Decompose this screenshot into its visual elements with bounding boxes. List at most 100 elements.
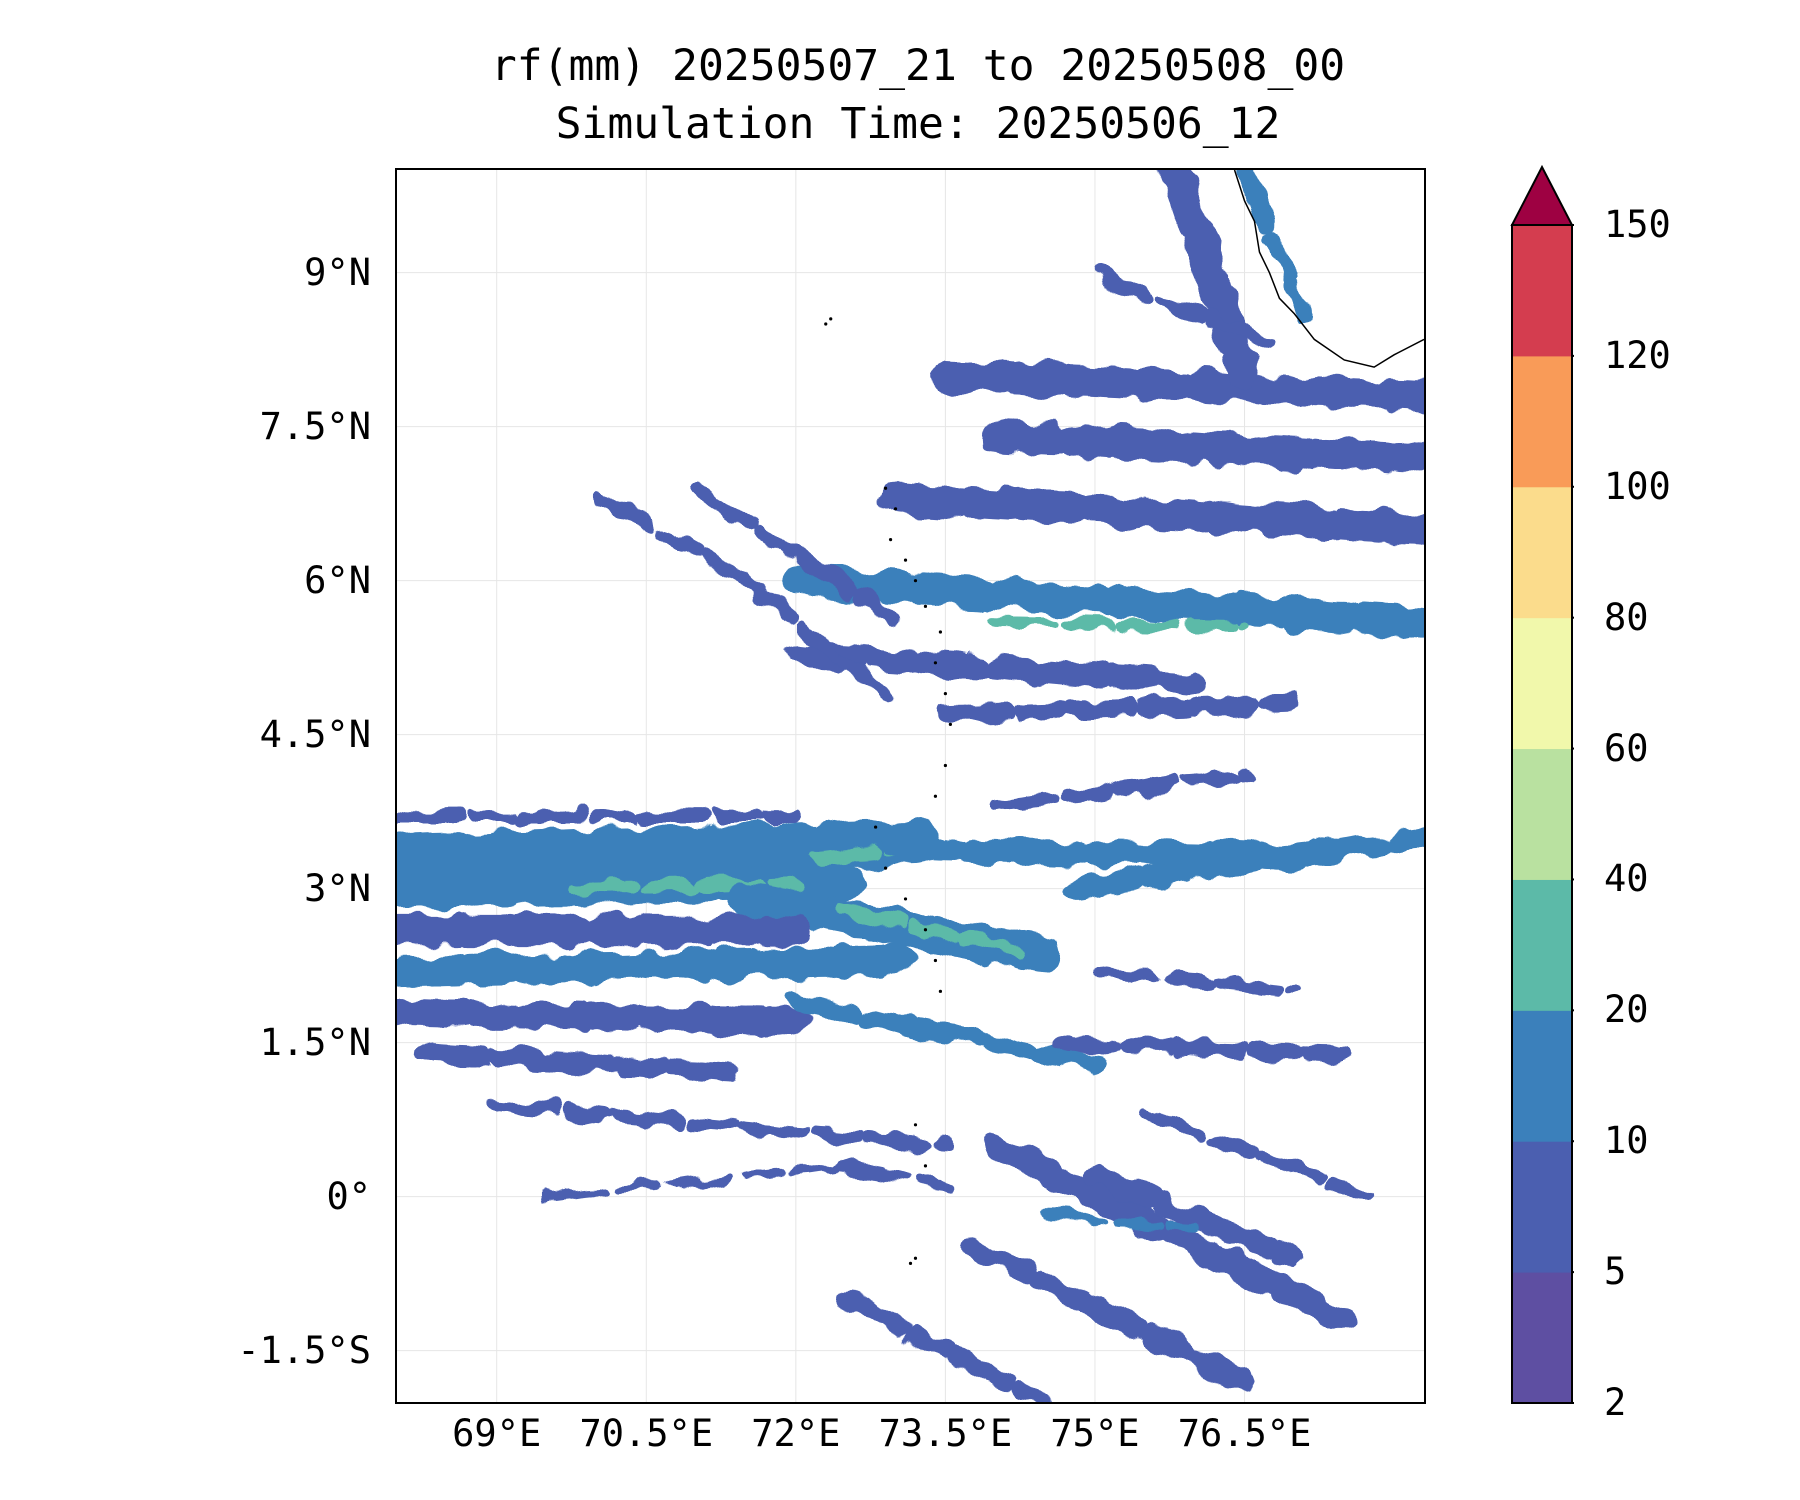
rain-band-13 xyxy=(490,1098,952,1152)
rain-band-11 xyxy=(786,992,1105,1073)
island-dot-8 xyxy=(943,692,947,696)
rain-band-14 xyxy=(542,1161,850,1201)
rain-band-27 xyxy=(590,492,753,587)
island-dot-20 xyxy=(908,1261,913,1265)
lon-tick-label: 75°E xyxy=(1050,1412,1140,1455)
colorbar-extend-arrow xyxy=(1510,165,1574,226)
colorbar-level-label: 2 xyxy=(1604,1381,1627,1424)
island-dot-17 xyxy=(938,989,943,993)
island-dot-4 xyxy=(913,579,918,583)
rain-band-25 xyxy=(937,696,1303,722)
island-dot-16 xyxy=(933,958,938,963)
rain-band-20 xyxy=(990,616,1250,633)
rain-band-21 xyxy=(880,483,1424,545)
rain-band-15 xyxy=(1047,1034,1352,1061)
colorbar-segment-7 xyxy=(1512,355,1572,488)
rain-band-19 xyxy=(780,565,1424,638)
coastline xyxy=(824,170,1424,1265)
colorbar-level-label: 80 xyxy=(1604,595,1649,639)
rain-band-0 xyxy=(397,819,939,881)
map-panel xyxy=(395,168,1426,1404)
lon-tick-label: 72°E xyxy=(751,1412,841,1455)
rain-band-34 xyxy=(1084,1165,1305,1269)
rain-band-37 xyxy=(1138,1108,1381,1203)
rain-band-16 xyxy=(1088,964,1301,998)
island-dot-18 xyxy=(913,1123,918,1127)
island-dot-6 xyxy=(938,630,943,634)
rain-band-33 xyxy=(982,1132,1358,1333)
rain-band-10 xyxy=(397,999,809,1035)
island-dot-5 xyxy=(923,604,928,608)
rain-band-23 xyxy=(929,359,1424,412)
rain-band-22 xyxy=(979,421,1424,473)
colorbar-level-label: 150 xyxy=(1604,203,1671,246)
rain-band-35 xyxy=(965,1237,1255,1392)
island-dot-12 xyxy=(874,825,878,829)
colorbar-level-label: 10 xyxy=(1604,1119,1649,1163)
rain-band-31 xyxy=(1088,266,1281,351)
colorbar-level-label: 120 xyxy=(1604,333,1671,377)
colorbar-segment-8 xyxy=(1512,225,1572,357)
colorbar-segment-2 xyxy=(1512,1010,1572,1142)
colorbar-level-label: 40 xyxy=(1604,857,1649,901)
colorbar-level-label: 100 xyxy=(1604,464,1671,508)
lat-tick-label: 9°N xyxy=(304,250,371,294)
lat-tick-label: -1.5°S xyxy=(237,1328,371,1372)
lon-tick-label: 69°E xyxy=(452,1412,542,1455)
colorbar-level-label: 20 xyxy=(1604,988,1649,1032)
rain-band-29 xyxy=(1159,170,1260,391)
india-coastline xyxy=(1233,170,1424,368)
lon-tick-label: 70.5°E xyxy=(579,1412,714,1455)
lon-tick-label: 76.5°E xyxy=(1177,1412,1312,1455)
colorbar xyxy=(1510,165,1574,1404)
rain-band-36 xyxy=(837,1291,1053,1402)
rain-band-17 xyxy=(989,769,1251,813)
colorbar-level-label: 60 xyxy=(1604,726,1649,770)
island-dot-7 xyxy=(933,661,938,665)
island-dot-13 xyxy=(883,866,888,870)
rainfall-contours xyxy=(397,170,1424,1402)
rain-band-12 xyxy=(417,1043,756,1083)
lon-tick-label: 73.5°E xyxy=(878,1412,1013,1455)
rain-band-28 xyxy=(739,574,902,711)
map-title-line-1: rf(mm) 20250507_21 to 20250508_00 xyxy=(490,41,1346,91)
rain-band-32 xyxy=(840,1160,951,1192)
island-dot-0 xyxy=(883,486,888,490)
colorbar-level-label: 5 xyxy=(1604,1250,1627,1294)
island-dot-22 xyxy=(824,322,828,326)
lat-tick-label: 0° xyxy=(326,1174,371,1218)
gridlines xyxy=(397,170,1424,1402)
lat-tick-label: 6°N xyxy=(304,558,371,602)
island-dot-23 xyxy=(829,317,833,321)
island-dot-14 xyxy=(903,897,908,901)
colorbar-segment-5 xyxy=(1512,617,1572,750)
lat-tick-label: 3°N xyxy=(304,866,371,910)
island-dot-11 xyxy=(933,794,938,798)
lat-tick-label: 7.5°N xyxy=(259,404,371,448)
colorbar-segment-0 xyxy=(1512,1272,1572,1404)
rain-band-8 xyxy=(397,945,911,987)
rain-band-24 xyxy=(784,641,1206,695)
rain-band-5 xyxy=(839,903,1022,957)
lat-tick-label: 1.5°N xyxy=(259,1020,371,1064)
rain-band-7 xyxy=(1064,827,1424,899)
island-dot-15 xyxy=(923,928,928,932)
colorbar-segment-3 xyxy=(1512,879,1572,1011)
colorbar-segment-4 xyxy=(1512,748,1572,880)
island-dot-19 xyxy=(923,1164,928,1168)
rain-band-38 xyxy=(1041,1213,1199,1232)
rain-band-26 xyxy=(688,480,904,630)
colorbar-segment-1 xyxy=(1512,1141,1572,1273)
island-dot-2 xyxy=(888,538,893,542)
island-dot-3 xyxy=(903,558,908,562)
island-dot-9 xyxy=(948,722,952,727)
island-dot-1 xyxy=(893,507,898,511)
rain-band-30 xyxy=(1236,170,1313,322)
colorbar-segment-6 xyxy=(1512,486,1572,619)
lat-tick-label: 4.5°N xyxy=(259,712,371,756)
colorbar-outline xyxy=(1511,224,1573,1404)
island-dot-21 xyxy=(913,1256,918,1260)
map-title-line-2: Simulation Time: 20250506_12 xyxy=(555,99,1281,149)
island-dot-10 xyxy=(943,763,947,768)
rainfall-map-canvas xyxy=(397,170,1424,1402)
